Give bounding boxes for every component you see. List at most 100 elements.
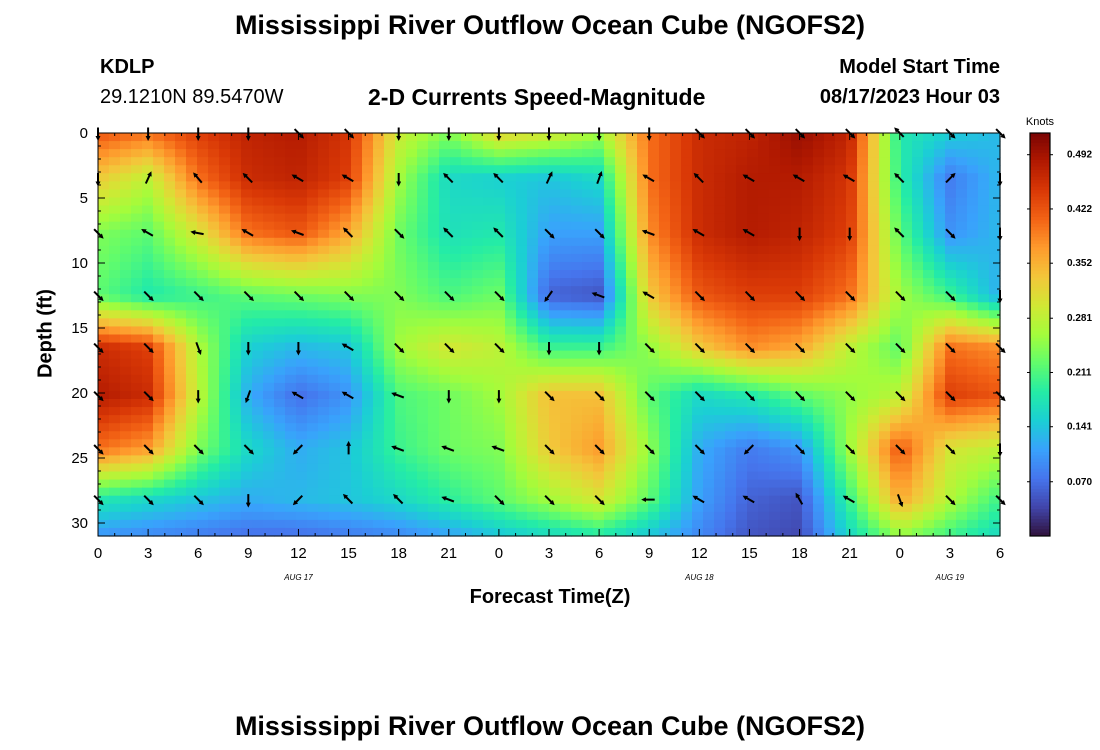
- heatmap-cell: [615, 487, 627, 497]
- heatmap-cell: [813, 165, 825, 174]
- heatmap-cell: [703, 342, 715, 352]
- heatmap-cell: [351, 382, 363, 392]
- heatmap-cell: [901, 261, 913, 271]
- heatmap-cell: [692, 350, 704, 360]
- heatmap-cell: [747, 149, 759, 158]
- heatmap-cell: [274, 221, 286, 231]
- heatmap-cell: [747, 181, 759, 191]
- heatmap-cell: [593, 253, 605, 263]
- heatmap-cell: [714, 447, 726, 456]
- heatmap-cell: [461, 165, 473, 174]
- heatmap-cell: [593, 221, 605, 231]
- heatmap-cell: [285, 133, 297, 142]
- heatmap-cell: [120, 382, 132, 392]
- heatmap-cell: [593, 326, 605, 336]
- heatmap-cell: [670, 157, 682, 166]
- colorbar-swatch: [1030, 287, 1050, 292]
- heatmap-cell: [945, 141, 957, 150]
- heatmap-cell: [758, 181, 770, 191]
- heatmap-cell: [769, 133, 781, 142]
- heatmap-cell: [164, 326, 176, 336]
- heatmap-cell: [637, 479, 649, 489]
- heatmap-cell: [560, 447, 572, 456]
- heatmap-cell: [252, 326, 264, 336]
- heatmap-cell: [879, 479, 891, 489]
- heatmap-cell: [868, 261, 880, 271]
- heatmap-cell: [813, 261, 825, 271]
- heatmap-cell: [120, 157, 132, 166]
- colorbar-swatch: [1030, 421, 1050, 426]
- heatmap-cell: [505, 286, 517, 295]
- page-title-repeat: Mississippi River Outflow Ocean Cube (NG…: [234, 711, 866, 741]
- heatmap-cell: [813, 398, 825, 408]
- heatmap-cell: [868, 519, 880, 529]
- heatmap-cell: [626, 519, 638, 529]
- heatmap-cell: [296, 415, 308, 424]
- heatmap-cell: [230, 189, 242, 199]
- heatmap-cell: [406, 431, 418, 440]
- heatmap-cell: [714, 479, 726, 489]
- heatmap-cell: [252, 519, 264, 529]
- heatmap-cell: [318, 149, 330, 158]
- heatmap-cell: [758, 245, 770, 255]
- heatmap-cell: [956, 431, 968, 440]
- heatmap-cell: [692, 415, 704, 424]
- heatmap-cell: [263, 407, 275, 416]
- heatmap-cell: [472, 286, 484, 295]
- heatmap-cell: [725, 310, 737, 319]
- heatmap-cell: [131, 294, 143, 303]
- heatmap-cell: [307, 463, 319, 473]
- heatmap-cell: [516, 463, 528, 473]
- heatmap-cell: [395, 149, 407, 158]
- colorbar-swatch: [1030, 472, 1050, 477]
- heatmap-cell: [164, 374, 176, 384]
- heatmap-cell: [956, 463, 968, 473]
- heatmap-cell: [164, 439, 176, 448]
- heatmap-cell: [208, 398, 220, 408]
- heatmap-cell: [802, 141, 814, 150]
- heatmap-cell: [659, 398, 671, 408]
- heatmap-cell: [472, 463, 484, 473]
- heatmap-cell: [516, 334, 528, 344]
- heatmap-cell: [703, 213, 715, 223]
- heatmap-cell: [956, 205, 968, 215]
- heatmap-cell: [197, 181, 209, 191]
- heatmap-cell: [736, 431, 748, 440]
- heatmap-cell: [835, 366, 847, 376]
- heatmap-cell: [659, 471, 671, 481]
- heatmap-cell: [274, 205, 286, 215]
- heatmap-cell: [219, 407, 231, 416]
- heatmap-cell: [186, 358, 198, 368]
- heatmap-cell: [263, 447, 275, 456]
- heatmap-cell: [109, 229, 121, 239]
- heatmap-cell: [934, 479, 946, 489]
- heatmap-cell: [417, 519, 429, 529]
- heatmap-cell: [208, 302, 220, 311]
- heatmap-cell: [989, 415, 1001, 424]
- heatmap-cell: [208, 431, 220, 440]
- heatmap-cell: [659, 229, 671, 239]
- heatmap-cell: [912, 519, 924, 529]
- heatmap-cell: [263, 189, 275, 199]
- heatmap-cell: [120, 334, 132, 344]
- heatmap-cell: [131, 205, 143, 215]
- heatmap-cell: [527, 439, 539, 448]
- heatmap-cell: [109, 366, 121, 376]
- heatmap-cell: [901, 294, 913, 303]
- heatmap-cell: [626, 205, 638, 215]
- current-arrow: [143, 290, 154, 302]
- heatmap-cell: [989, 334, 1001, 344]
- heatmap-cell: [384, 270, 396, 279]
- heatmap-cell: [263, 390, 275, 400]
- heatmap-cell: [703, 511, 715, 521]
- heatmap-cell: [923, 503, 935, 513]
- heatmap-cell: [846, 390, 858, 400]
- heatmap-cell: [967, 237, 979, 247]
- heatmap-cell: [791, 286, 803, 295]
- heatmap-cell: [901, 133, 913, 142]
- heatmap-cell: [131, 326, 143, 336]
- colorbar-swatch: [1030, 374, 1050, 379]
- heatmap-cell: [868, 511, 880, 521]
- heatmap-cell: [428, 213, 440, 223]
- heatmap-cell: [285, 181, 297, 191]
